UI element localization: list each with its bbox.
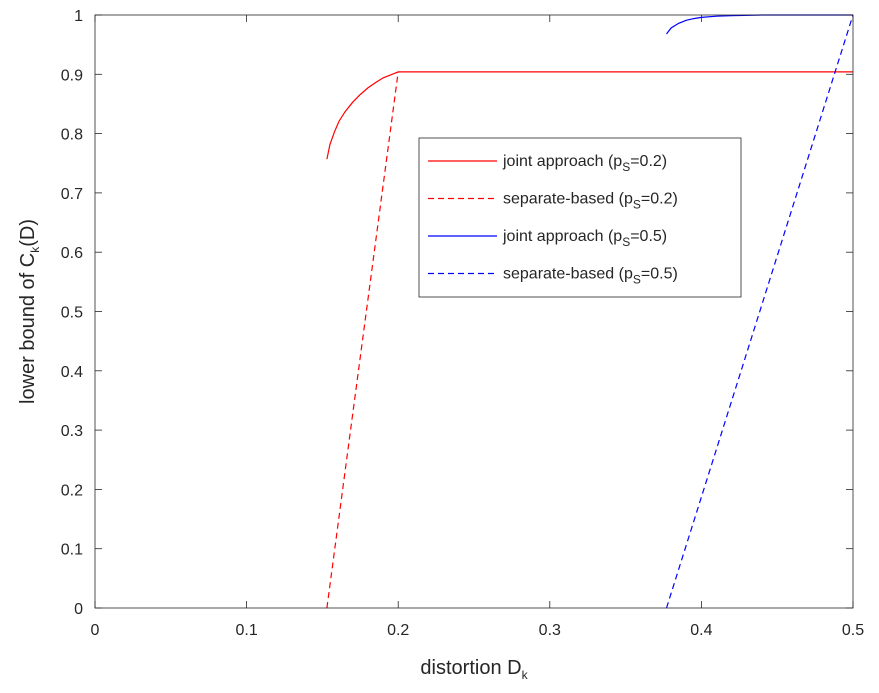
- plot-area: [326, 14, 854, 609]
- y-tick-label: 0: [74, 601, 83, 618]
- y-tick-label: 1: [74, 8, 83, 25]
- y-tick-label: 0.6: [61, 245, 83, 262]
- x-tick-label: 0.5: [842, 622, 864, 639]
- y-tick-label: 0.9: [61, 67, 83, 84]
- legend-label-4: separate-based (pS=0.5): [503, 266, 678, 287]
- legend-label-1: joint approach (pS=0.2): [502, 153, 667, 174]
- x-tick-label: 0.3: [539, 622, 561, 639]
- y-tick-label: 0.8: [61, 127, 83, 144]
- y-tick-label: 0.2: [61, 482, 83, 499]
- legend-box: [418, 137, 742, 298]
- x-tick-label: 0.1: [235, 622, 257, 639]
- series-line-1: [326, 71, 853, 160]
- legend-label-3: joint approach (pS=0.5): [502, 228, 667, 249]
- series-line-4: [665, 14, 854, 609]
- series-line-2: [326, 71, 399, 609]
- y-tick-label: 0.3: [61, 423, 83, 440]
- axes: 0 0.1 0.2 0.3 0.4 0.5 0 0.1 0.2 0.3 0.4 0.5 0.6 0.7 0.…: [61, 8, 864, 639]
- y-tick-label: 0.1: [61, 542, 83, 559]
- y-axis-label: lower bound of Ck(D): [17, 219, 42, 404]
- legend-label-2: separate-based (pS=0.2): [503, 191, 678, 212]
- y-tick-label: 0.4: [61, 364, 83, 381]
- x-tick-label: 0.2: [387, 622, 409, 639]
- series-line-3: [666, 14, 853, 35]
- axis-labels: distortion Dk lower bound of Ck(D): [17, 219, 529, 682]
- x-tick-label: 0: [91, 622, 100, 639]
- legend: joint approach (pS=0.2) separate-based (p…: [418, 137, 742, 298]
- y-tick-label: 0.5: [61, 305, 83, 322]
- axes-box: [94, 14, 854, 609]
- x-axis-label: distortion Dk: [420, 657, 528, 682]
- x-tick-label: 0.4: [690, 622, 712, 639]
- y-tick-label: 0.7: [61, 186, 83, 203]
